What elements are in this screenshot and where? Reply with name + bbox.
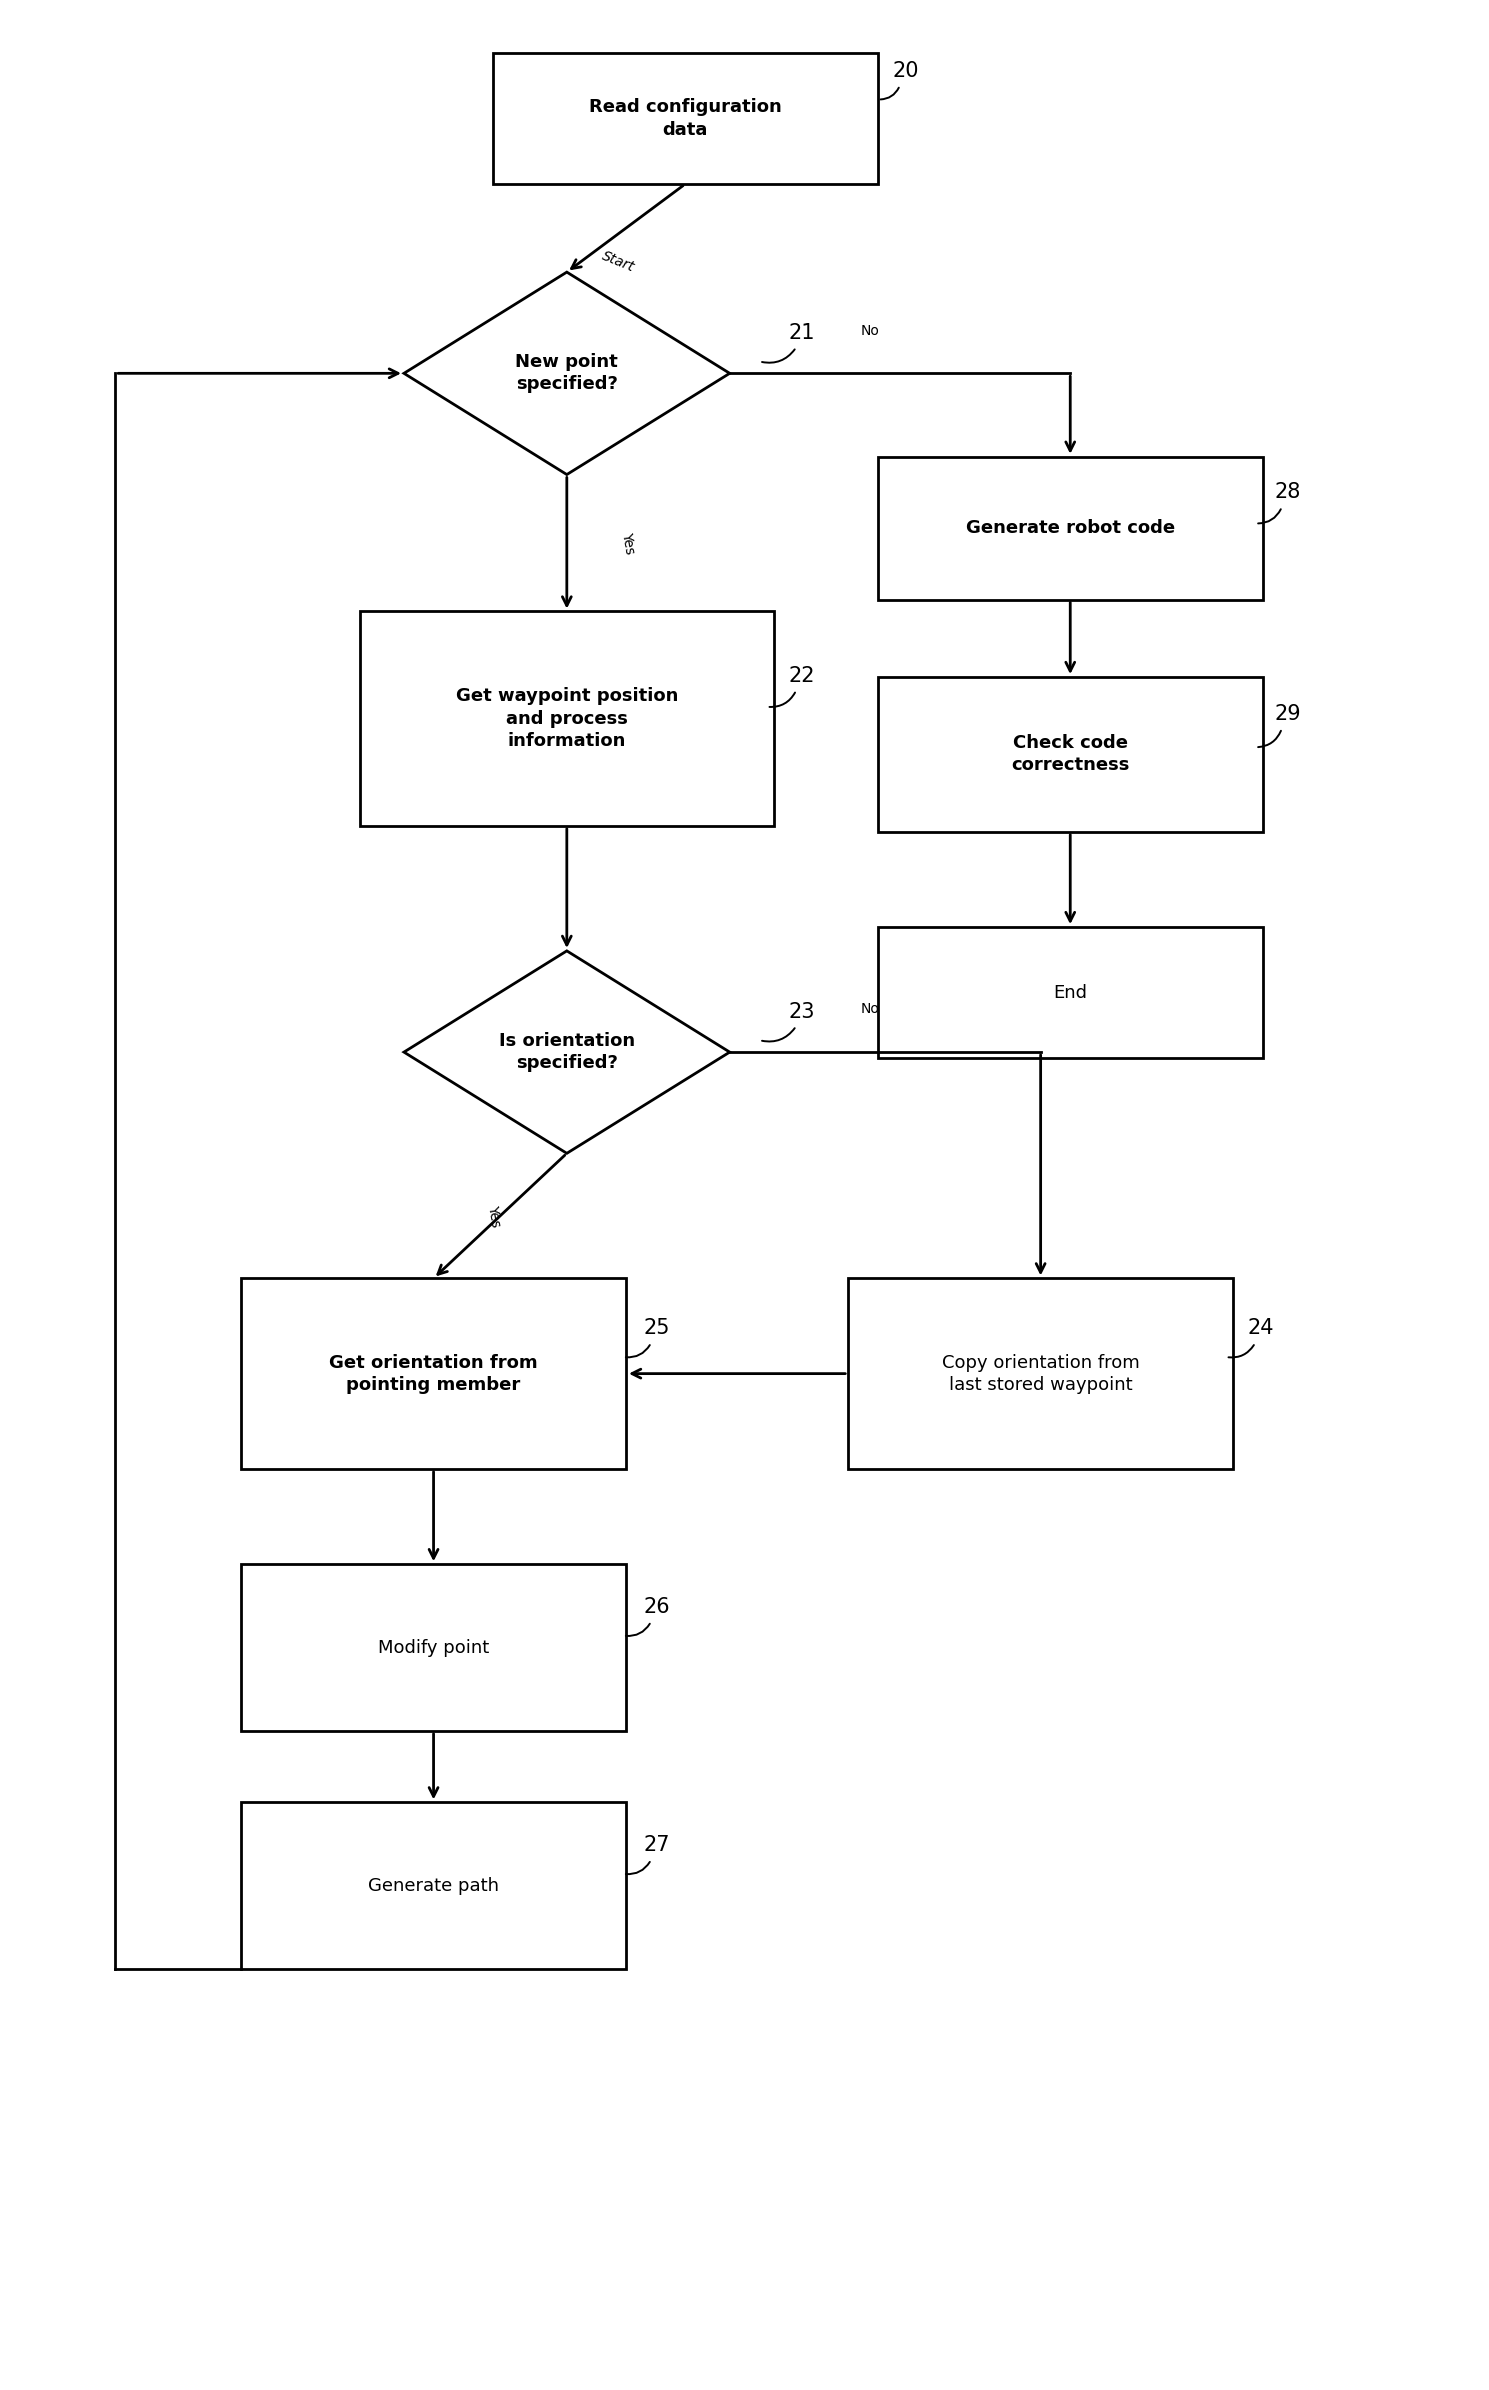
Text: 20: 20 xyxy=(892,60,919,81)
Polygon shape xyxy=(404,272,730,476)
Text: No: No xyxy=(861,1001,880,1016)
Text: 27: 27 xyxy=(643,1836,670,1855)
Text: Check code
correctness: Check code correctness xyxy=(1011,734,1130,774)
Text: Read configuration
data: Read configuration data xyxy=(588,98,782,139)
FancyBboxPatch shape xyxy=(241,1802,625,1969)
FancyBboxPatch shape xyxy=(877,927,1263,1059)
FancyBboxPatch shape xyxy=(493,53,877,184)
Text: Get waypoint position
and process
information: Get waypoint position and process inform… xyxy=(456,688,677,750)
Text: Is orientation
specified?: Is orientation specified? xyxy=(499,1032,634,1073)
Text: New point
specified?: New point specified? xyxy=(515,354,618,394)
Text: 26: 26 xyxy=(643,1597,670,1618)
Text: 25: 25 xyxy=(643,1319,670,1338)
Text: Get orientation from
pointing member: Get orientation from pointing member xyxy=(329,1353,538,1393)
FancyBboxPatch shape xyxy=(849,1279,1233,1470)
Text: Modify point: Modify point xyxy=(378,1640,490,1656)
FancyBboxPatch shape xyxy=(359,612,774,827)
FancyBboxPatch shape xyxy=(241,1563,625,1730)
Text: Yes: Yes xyxy=(618,531,636,554)
FancyBboxPatch shape xyxy=(241,1279,625,1470)
Text: No: No xyxy=(861,323,880,337)
Text: Start: Start xyxy=(600,249,637,275)
FancyBboxPatch shape xyxy=(877,676,1263,832)
Polygon shape xyxy=(404,951,730,1154)
Text: 21: 21 xyxy=(789,323,816,342)
Text: 22: 22 xyxy=(789,667,816,686)
Text: 23: 23 xyxy=(789,1001,816,1021)
Text: Generate path: Generate path xyxy=(368,1876,499,1895)
Text: Generate robot code: Generate robot code xyxy=(966,519,1175,538)
Text: 29: 29 xyxy=(1275,705,1301,724)
Text: 24: 24 xyxy=(1248,1319,1275,1338)
Text: 28: 28 xyxy=(1275,483,1301,502)
Text: Copy orientation from
last stored waypoint: Copy orientation from last stored waypoi… xyxy=(941,1353,1139,1393)
Text: End: End xyxy=(1053,985,1087,1001)
FancyBboxPatch shape xyxy=(877,456,1263,600)
Text: Yes: Yes xyxy=(485,1205,503,1228)
